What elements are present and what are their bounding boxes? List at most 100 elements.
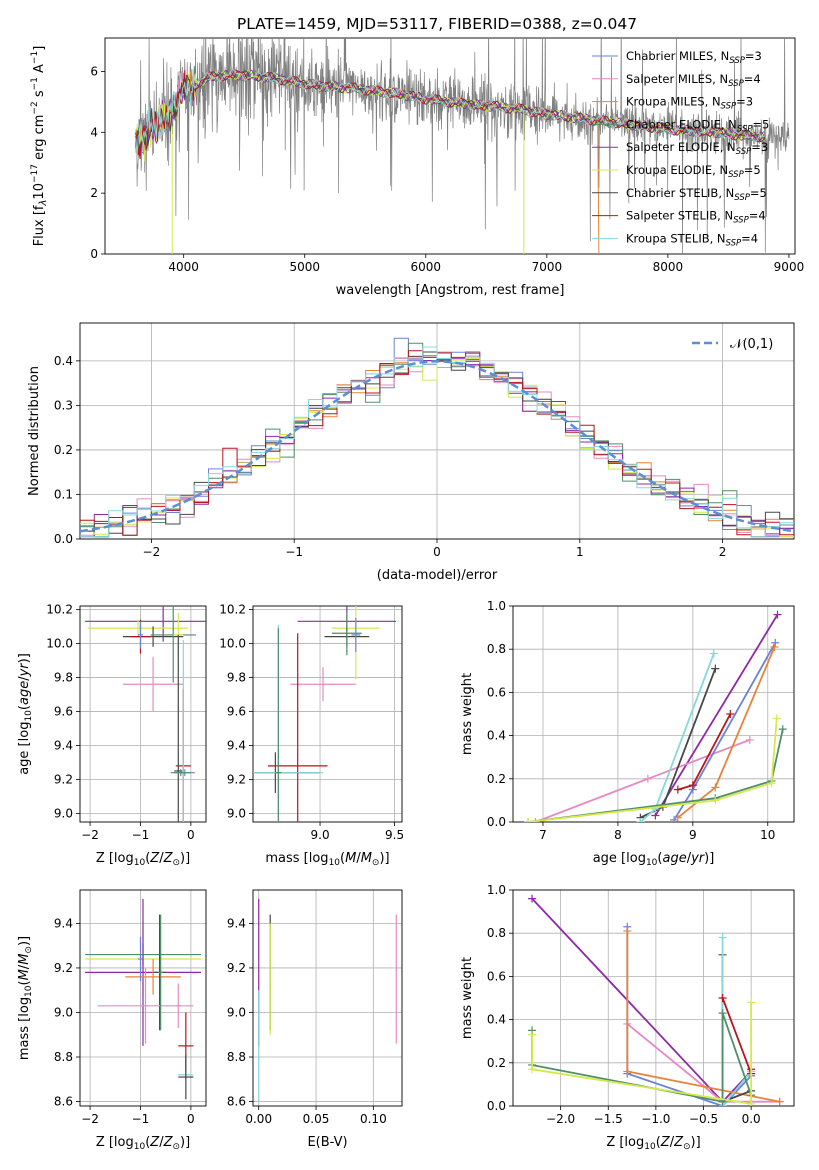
y-tick-label: 0.0	[54, 532, 73, 546]
y-axis-label: mass weight	[460, 673, 475, 755]
weight-series	[528, 894, 784, 1106]
legend-entry: Chabrier MILES, NSSP=3	[626, 49, 762, 66]
x-axis-label: E(B-V)	[307, 1135, 347, 1150]
x-axis-label: mass [log10(M/M⊙)]	[265, 851, 389, 868]
y-tick-label: 9.4	[227, 738, 246, 752]
y-tick-label: 9.2	[54, 961, 73, 975]
weight-marker	[688, 781, 697, 790]
weight-marker	[772, 714, 781, 723]
x-tick-label: 0.00	[245, 1112, 272, 1126]
axes-frame	[79, 322, 795, 540]
weight-marker	[623, 927, 632, 936]
y-tick-label: 0.0	[487, 815, 506, 829]
age-vs-mass-panel: 9.0 9.5 9.0 9.2 9.4 9.6 9.8 10.0 10.2 mass [log10…	[219, 602, 404, 868]
y-tick-label: 0.4	[487, 1013, 506, 1027]
x-tick-label: −1.0	[641, 1112, 670, 1126]
weight-marker	[711, 796, 720, 805]
x-tick-label: −1	[132, 828, 150, 842]
weight-line-salpeter-elodie	[654, 614, 779, 816]
y-tick-label: 10.0	[46, 636, 73, 650]
x-tick-label: −2	[81, 1112, 99, 1126]
histogram-series	[80, 337, 794, 538]
x-axis-label: wavelength [Angstrom, rest frame]	[336, 283, 565, 298]
weight-marker	[726, 710, 735, 718]
y-tick-label: 9.6	[54, 704, 73, 718]
weight-marker	[623, 1067, 632, 1076]
model-line-kroupa-stelib	[134, 68, 766, 156]
x-axis-label: Z [log10(Z/Z⊙)]	[96, 1135, 190, 1152]
x-tick-label: −2.0	[546, 1112, 575, 1126]
weight-marker	[711, 783, 720, 792]
legend-entry: Salpeter STELIB, NSSP=4	[626, 209, 766, 226]
weight-marker	[767, 779, 776, 788]
y-tick-label: 10.2	[219, 602, 246, 616]
weight-marker	[673, 785, 682, 794]
x-axis-label: Z [log10(Z/Z⊙)]	[606, 1135, 700, 1152]
weight-marker	[718, 1009, 727, 1018]
x-tick-label: −0.5	[689, 1112, 718, 1126]
y-tick-label: 1.0	[487, 883, 506, 897]
y-tick-label: 0.0	[487, 1099, 506, 1113]
weight-line-kroupa-elodie	[531, 1002, 752, 1105]
dropout-line	[597, 120, 600, 254]
weight-marker	[528, 1030, 537, 1039]
weight-marker	[775, 1097, 784, 1106]
axes-frame	[79, 889, 207, 1107]
x-tick-label: −2	[81, 828, 99, 842]
x-axis-label: (data-model)/error	[377, 568, 498, 583]
x-tick-label: −1	[132, 1112, 150, 1126]
y-tick-label: 9.0	[227, 806, 246, 820]
x-tick-label: 0.0	[742, 1112, 761, 1126]
weight-marker	[673, 813, 682, 822]
y-tick-label: 9.2	[227, 772, 246, 786]
x-tick-label: 8000	[653, 260, 684, 274]
weight-marker	[528, 1065, 537, 1074]
x-tick-label: −1.5	[594, 1112, 623, 1126]
errorbar-series	[85, 898, 201, 1100]
y-tick-label: 0.2	[487, 1056, 506, 1070]
y-tick-label: 8.8	[227, 1050, 246, 1064]
mass-vs-ebv-panel: 0.00 0.05 0.10 8.6 8.8 9.0 9.2 9.4 E(B-V)	[227, 889, 403, 1150]
weight-marker	[643, 774, 652, 783]
histogram-kroupa-stelib	[80, 346, 794, 538]
axes-frame	[512, 889, 795, 1107]
legend-entry: Kroupa ELODIE, NSSP=5	[626, 163, 761, 180]
errorbar-series	[253, 606, 397, 822]
y-axis-label: mass [log10(M/M⊙)]	[17, 936, 34, 1060]
y-tick-label: 0.3	[54, 398, 73, 412]
x-tick-label: 0	[433, 545, 441, 559]
legend-entry: Salpeter ELODIE, NSSP=3	[626, 140, 768, 157]
x-tick-label: 6000	[411, 260, 442, 274]
weight-marker	[773, 610, 782, 619]
y-tick-label: 9.6	[227, 704, 246, 718]
y-tick-label: 1.0	[487, 599, 506, 613]
weight-line-kroupa-elodie	[527, 718, 778, 822]
y-tick-label: 9.8	[227, 670, 246, 684]
x-tick-label: 8	[614, 828, 622, 842]
weight-vs-age-panel: 7 8 9 10 0.0 0.2 0.4 0.6 0.8 1.0 mass weight age [l…	[460, 599, 795, 868]
y-tick-label: 0.2	[487, 772, 506, 786]
y-tick-label: 0.4	[487, 729, 506, 743]
axes-frame	[79, 605, 207, 823]
axes-frame	[512, 605, 795, 823]
weight-marker	[770, 643, 779, 652]
weight-marker	[771, 638, 780, 647]
x-tick-label: 2	[719, 545, 727, 559]
weight-marker	[778, 725, 787, 734]
legend: Chabrier MILES, NSSP=3 Salpeter MILES, NS…	[592, 49, 769, 248]
observed-spectrum-line	[134, 38, 790, 254]
x-tick-label: 7	[539, 828, 547, 842]
y-tick-label: 2	[90, 186, 98, 200]
axes-frame	[252, 605, 403, 823]
y-tick-label: 0.6	[487, 685, 506, 699]
weight-marker	[718, 933, 727, 942]
legend-entry: 𝒩(0,1)	[730, 337, 773, 352]
x-tick-label: 0	[187, 1112, 195, 1126]
y-tick-label: 10.2	[46, 602, 73, 616]
y-axis-label: mass weight	[460, 957, 475, 1039]
spectrum-panel: 4000 5000 6000 7000 8000 9000 0 2 4 6 Flux [fλ10−1…	[30, 37, 804, 298]
weight-vs-Z-panel: −2.0 −1.5 −1.0 −0.5 0.0 0.0 0.2 0.4 0.6 0.8 1.0 mas…	[460, 883, 795, 1152]
y-tick-label: 9.2	[54, 772, 73, 786]
